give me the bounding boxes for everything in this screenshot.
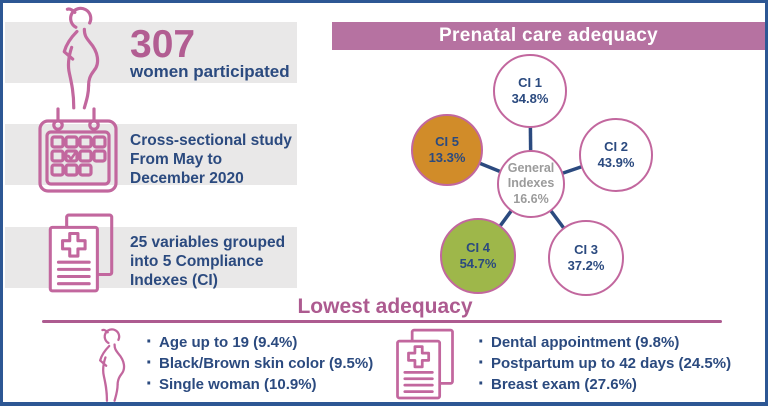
ci2-label: CI 2 <box>604 138 628 154</box>
lowest-adequacy-divider <box>42 320 722 323</box>
ci3-node: CI 3 37.2% <box>548 220 624 296</box>
participants-label: women participated <box>130 62 290 81</box>
ci2-value: 43.9% <box>597 155 635 170</box>
ci2-node: CI 2 43.9% <box>579 118 653 192</box>
banner-title: Prenatal care adequacy <box>439 25 658 46</box>
ci1-label: CI 1 <box>518 74 542 90</box>
list-item: Age up to 19 (9.4%) <box>146 332 373 353</box>
variables-text: 25 variables grouped into 5 Compliance I… <box>130 234 286 290</box>
pregnant-woman-small-icon <box>98 328 126 402</box>
ci5-node: CI 5 13.3% <box>411 114 483 186</box>
ci1-value: 34.8% <box>511 91 549 106</box>
prenatal-adequacy-banner: Prenatal care adequacy <box>332 22 765 50</box>
medical-document-small-icon <box>396 328 454 400</box>
lowest-adequacy-left-list: Age up to 19 (9.4%) Black/Brown skin col… <box>146 332 373 395</box>
pregnant-woman-icon <box>62 6 100 110</box>
ci5-value: 13.3% <box>428 150 466 165</box>
general-indexes-label: General Indexes <box>507 160 555 191</box>
general-indexes-node: General Indexes 16.6% <box>497 150 565 218</box>
ci5-label: CI 5 <box>435 133 459 149</box>
lowest-adequacy-right-list: Dental appointment (9.8%) Postpartum up … <box>478 332 731 395</box>
list-item: Breast exam (27.6%) <box>478 374 731 395</box>
medical-document-icon <box>48 213 114 293</box>
list-item: Black/Brown skin color (9.5%) <box>146 353 373 374</box>
list-item: Postpartum up to 42 days (24.5%) <box>478 353 731 374</box>
calendar-icon <box>38 107 118 193</box>
ci4-value: 54.7% <box>459 256 497 271</box>
ci3-label: CI 3 <box>574 241 598 257</box>
participants-number: 307 <box>130 23 196 66</box>
general-indexes-value: 16.6% <box>513 191 549 206</box>
ci4-label: CI 4 <box>466 239 490 255</box>
ci4-node: CI 4 54.7% <box>440 218 516 294</box>
participants-band <box>5 22 297 83</box>
ci1-node: CI 1 34.8% <box>493 54 567 128</box>
study-period-text: Cross-sectional study From May to Decemb… <box>130 132 292 188</box>
list-item: Single woman (10.9%) <box>146 374 373 395</box>
lowest-adequacy-title: Lowest adequacy <box>297 295 473 318</box>
list-item: Dental appointment (9.8%) <box>478 332 731 353</box>
ci3-value: 37.2% <box>567 258 605 273</box>
